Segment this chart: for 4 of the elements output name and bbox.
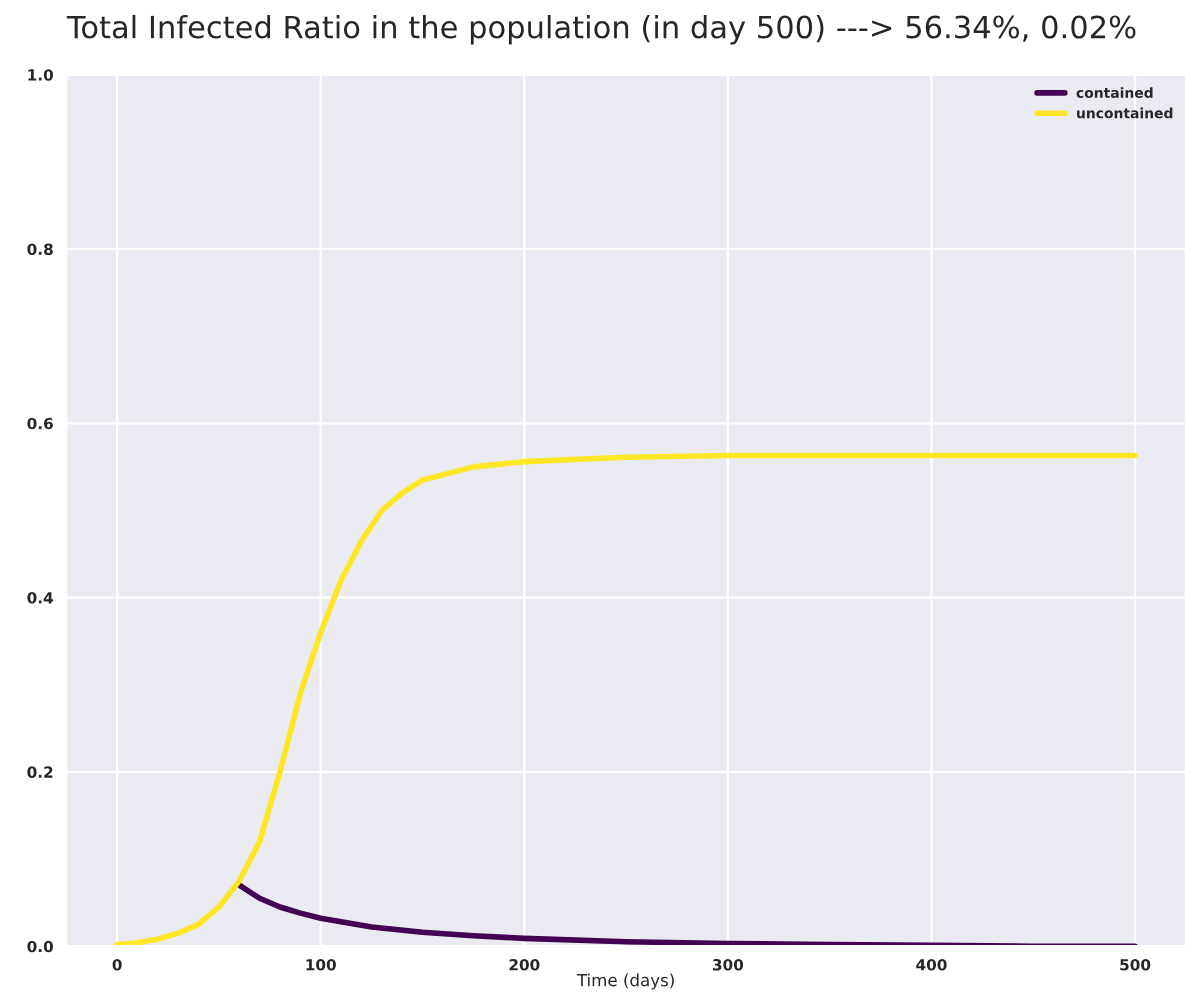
line-series [236, 882, 1138, 947]
line-series [114, 452, 1138, 947]
chart-title: Total Infected Ratio in the population (in day 500) ---> 56.34%, 0.02% [66, 14, 1136, 45]
x-axis-title: Time (days) [576, 973, 674, 990]
